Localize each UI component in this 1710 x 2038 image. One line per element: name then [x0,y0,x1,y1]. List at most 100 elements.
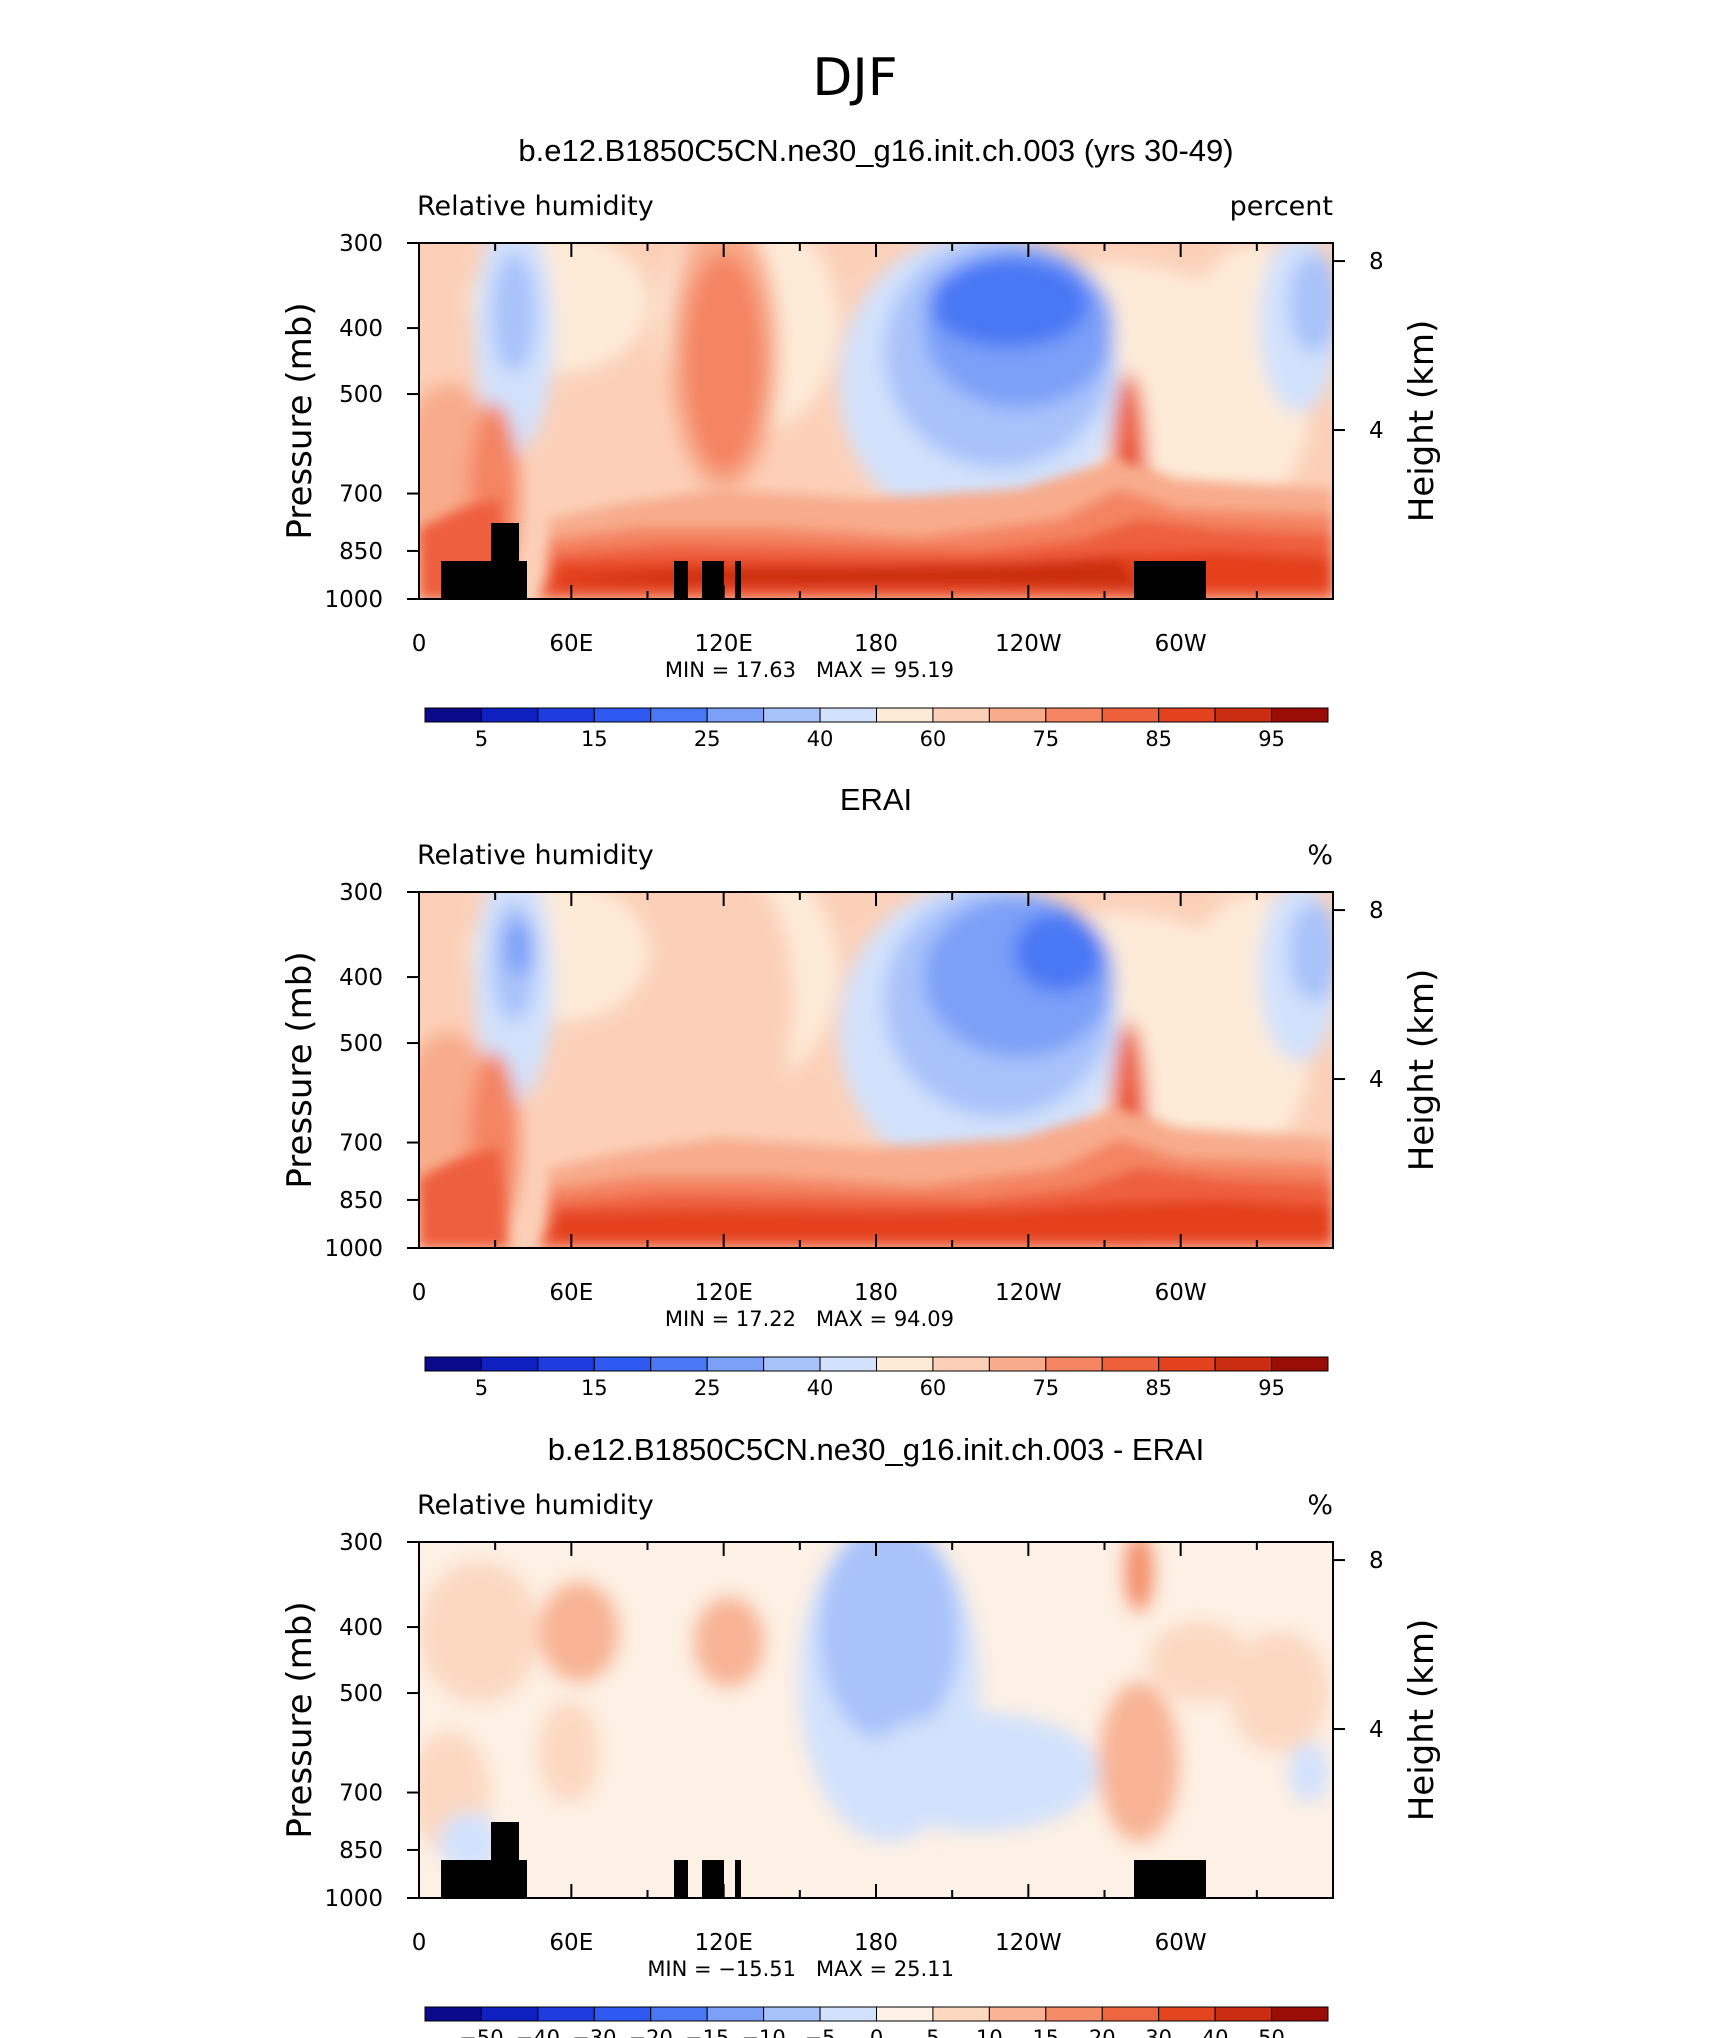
x-tick-label: 120W [995,1280,1062,1306]
colorbar-swatch [1158,707,1216,723]
field-layer [419,1108,1333,1248]
stats-line: MIN = 17.22 MAX = 94.09 [665,1307,954,1331]
contour-region [684,253,764,473]
contour-region [819,1542,959,1742]
contour-field [419,892,1333,1248]
x-axis: 0 60E 120E 180 120W 60W [412,1542,1334,1956]
y-tick-label: 400 [339,965,383,991]
contour-region [549,1200,1333,1243]
colorbar-swatch [763,1356,821,1372]
y-tick-label: 1000 [324,1236,383,1262]
colorbar: 5 15 25 40 60 75 85 95 [424,707,1329,751]
y2-tick-label: 4 [1369,418,1384,444]
colorbar-swatch [650,1356,708,1372]
colorbar-swatch [1158,1356,1216,1372]
panel-3: b.e12.B1850C5CN.ne30_g16.init.ch.003 - E… [280,1432,1442,2038]
units-label: % [1307,840,1333,871]
colorbar-swatch [706,707,765,723]
x-tick-label: 180 [854,1280,898,1306]
contour-region [694,1597,764,1687]
colorbar-swatch [932,707,990,723]
x-tick-label: 0 [412,1930,427,1956]
min-label: MIN = 17.63 [665,658,796,682]
variable-label: Relative humidity [417,1490,654,1521]
contour-region [1125,1542,1153,1612]
contour-region [439,1812,499,1872]
panel-2: ERAI Relative humidity % 0 60E 120E 180 120W 60W… [280,782,1442,1400]
y2-tick-label: 8 [1369,898,1384,924]
y2-tick-label: 4 [1369,1067,1384,1093]
colorbar-swatch [1214,2006,1273,2022]
figure-title: DJF [812,48,897,108]
colorbar-swatch [988,707,1047,723]
colorbar-swatch [1271,1356,1329,1372]
colorbar-swatch [650,707,708,723]
colorbar-label: 60 [920,727,947,751]
topography-block [1134,561,1206,599]
colorbar-swatch [988,1356,1047,1372]
colorbar-label: 40 [807,727,834,751]
y-tick-label: 500 [339,1031,383,1057]
colorbar-swatch [876,707,934,723]
stats-line: MIN = −15.51 MAX = 25.11 [647,1957,954,1981]
colorbar-swatch [706,2006,765,2022]
colorbar-label: 60 [920,1376,947,1400]
y-tick-label: 400 [339,316,383,342]
x-tick-label: 120W [995,631,1062,657]
colorbar-label: 30 [1145,2026,1172,2038]
contour-region [505,919,533,975]
topography-block [735,561,741,599]
x-tick-label: 180 [854,631,898,657]
colorbar-swatch [1045,1356,1103,1372]
panel-title: b.e12.B1850C5CN.ne30_g16.init.ch.003 - E… [548,1432,1205,1467]
contour-region [492,253,536,373]
plot-area: 0 60E 120E 180 120W 60W 300 400 500 700 850 1000 Pre… [280,231,1442,682]
colorbar-label: 15 [581,727,608,751]
contour-region [419,1562,539,1702]
x-tick-label: 120W [995,1930,1062,1956]
max-label: MAX = 25.11 [816,1957,954,1981]
y-tick-label: 500 [339,1681,383,1707]
colorbar-label: 25 [694,727,721,751]
colorbar-swatch [819,1356,877,1372]
x-tick-label: 60W [1155,631,1207,657]
contour-region [1149,1622,1249,1702]
contour-region [929,258,1089,348]
colorbar-swatch [1045,2006,1103,2022]
topography-block [702,561,724,599]
units-label: % [1307,1490,1333,1521]
colorbar-label: −50 [459,2026,503,2038]
topography-block [674,561,688,599]
y-tick-label: 850 [339,1188,383,1214]
contour-region [859,1712,1099,1832]
x-tick-label: 120E [694,631,752,657]
y-axis-title: Pressure (mb) [280,1601,320,1838]
x-tick-label: 180 [854,1930,898,1956]
plot-area: 0 60E 120E 180 120W 60W 300 400 500 700 850 1000 Pre… [280,880,1442,1331]
x-axis: 0 60E 120E 180 120W 60W [412,892,1334,1306]
panels: b.e12.B1850C5CN.ne30_g16.init.ch.003 (yr… [280,133,1442,2038]
colorbar-label: 5 [475,727,488,751]
topography-block [519,1860,527,1898]
colorbar-swatch [480,707,539,723]
colorbar-swatch [1271,2006,1329,2022]
topography-block [1134,1860,1206,1898]
y2-axis-title: Height (km) [1402,1619,1442,1822]
colorbar-label: 50 [1258,2026,1285,2038]
panel-1: b.e12.B1850C5CN.ne30_g16.init.ch.003 (yr… [280,133,1442,751]
colorbar-swatch [819,2006,877,2022]
topography-block [674,1860,688,1898]
y2-axis: 8 4 Height (km) [1333,249,1442,522]
colorbar-label: 5 [926,2026,939,2038]
min-label: MIN = −15.51 [647,1957,796,1981]
colorbar-label: 25 [694,1376,721,1400]
y2-axis-title: Height (km) [1402,320,1442,523]
colorbar-swatch [1271,707,1329,723]
contour-field [419,243,1333,599]
colorbar-swatch [932,2006,990,2022]
y-axis-title: Pressure (mb) [280,302,320,539]
colorbar: −50 −40 −30 −20 −15 −10 −5 0 5 10 15 20 30 40 50 [424,2006,1329,2038]
colorbar-swatch [537,2006,595,2022]
y-axis-title: Pressure (mb) [280,951,320,1188]
colorbar-label: 20 [1089,2026,1116,2038]
